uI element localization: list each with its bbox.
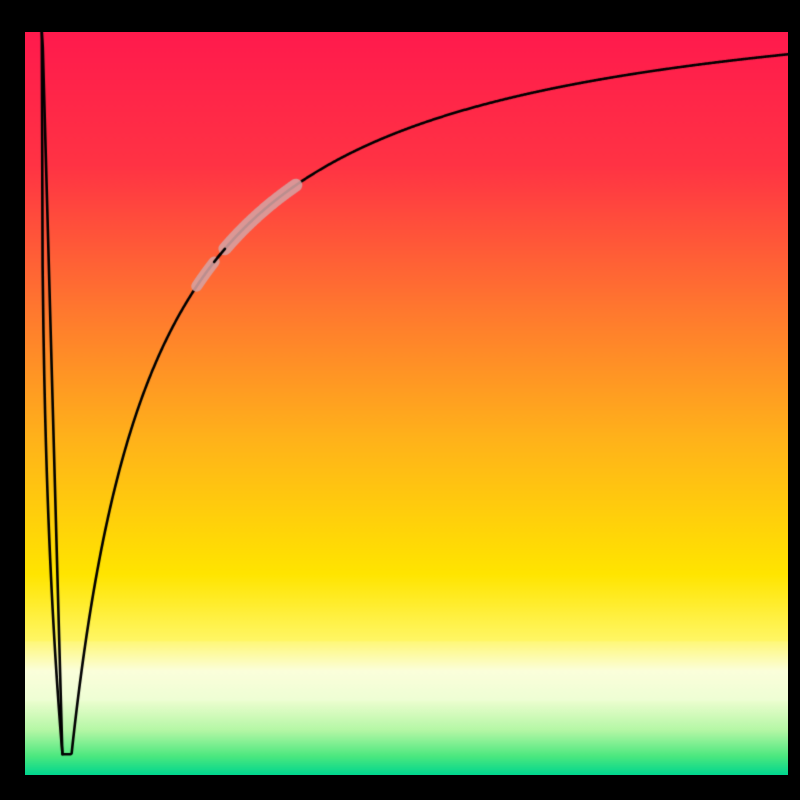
border-bottom [0, 775, 800, 800]
chart-frame: TheBottleneck.com [0, 0, 800, 800]
border-top [0, 0, 800, 32]
plot-area [25, 32, 788, 775]
plot-canvas [25, 32, 788, 775]
border-right [788, 0, 800, 800]
border-left [0, 0, 25, 800]
